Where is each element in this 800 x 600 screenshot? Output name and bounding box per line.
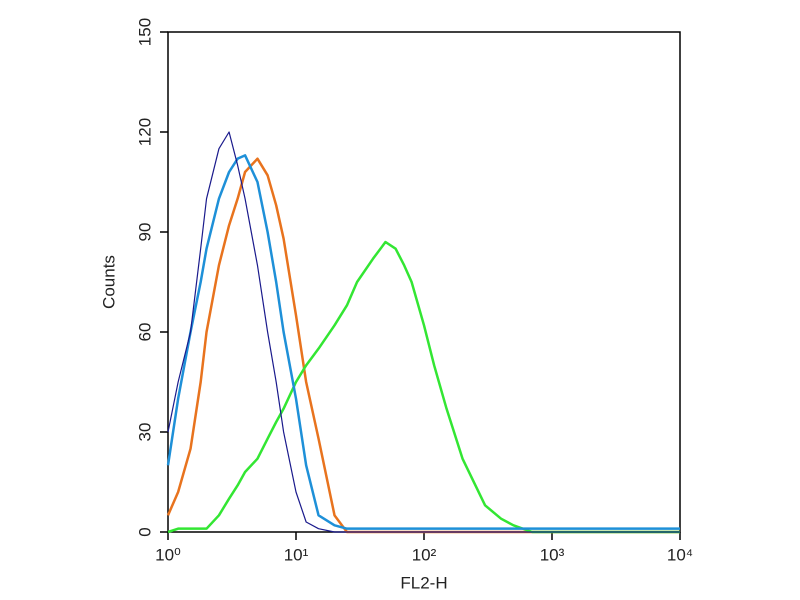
histogram-line <box>167 131 680 533</box>
x-tick-label: 10⁴ <box>667 545 693 564</box>
x-tick-label: 10³ <box>540 545 565 564</box>
histogram-line <box>166 154 680 530</box>
y-tick-label: 150 <box>135 18 154 46</box>
y-tick-label: 0 <box>135 527 154 536</box>
plot-frame <box>167 31 681 533</box>
histogram-line <box>167 240 680 534</box>
histogram-line <box>166 157 680 534</box>
x-tick-label: 10² <box>412 545 437 564</box>
x-tick-label: 10¹ <box>284 545 309 564</box>
x-tick-label: 10⁰ <box>155 545 181 564</box>
y-tick-label: 120 <box>135 118 154 146</box>
y-axis-label: Counts <box>99 255 118 309</box>
y-tick-label: 90 <box>135 223 154 242</box>
x-axis-label: FL2-H <box>400 573 447 592</box>
y-tick-label: 30 <box>135 423 154 442</box>
y-tick-label: 60 <box>135 323 154 342</box>
